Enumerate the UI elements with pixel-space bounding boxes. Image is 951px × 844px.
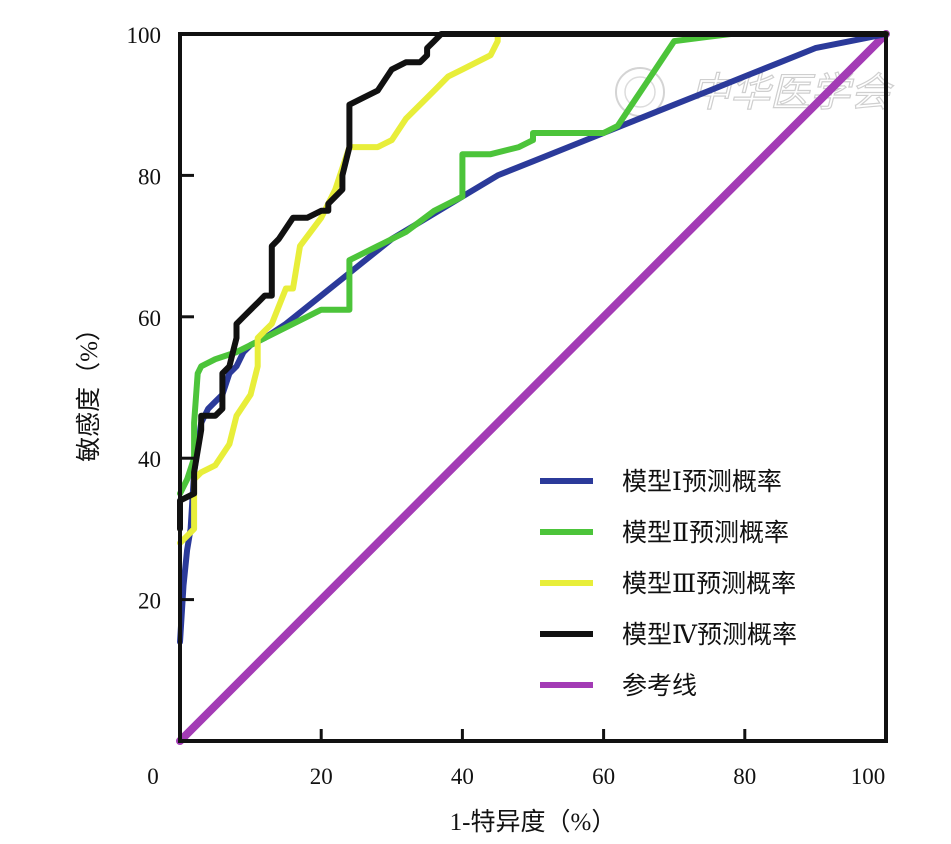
legend-label: 参考线 xyxy=(622,672,697,700)
y-tick-label: 20 xyxy=(138,589,161,614)
y-axis: 20 40 60 80 100 xyxy=(127,23,194,614)
y-tick-label: 80 xyxy=(138,164,161,189)
y-tick-label: 60 xyxy=(138,306,161,331)
x-axis-title: 1-特异度（%） xyxy=(450,808,617,836)
series-line-2 xyxy=(177,31,889,497)
x-axis: 0 20 40 60 80 100 xyxy=(147,729,885,789)
x-tick-label: 80 xyxy=(733,764,756,789)
y-tick-label: 40 xyxy=(138,447,161,472)
watermark-seal-inner xyxy=(624,76,656,108)
watermark-text: 中华医学会 xyxy=(690,70,894,115)
legend-label: 模型Ⅰ预测概率 xyxy=(622,468,782,496)
x-tick-label: 40 xyxy=(451,764,474,789)
y-tick-label: 100 xyxy=(127,23,162,48)
x-tick-label: 60 xyxy=(592,764,615,789)
legend-label: 模型Ⅱ预测概率 xyxy=(622,519,789,547)
y-axis-title: 敏感度（%） xyxy=(75,316,103,462)
series-line-4 xyxy=(177,31,889,532)
legend-label: 模型Ⅳ预测概率 xyxy=(622,621,797,649)
series-line-5 xyxy=(176,30,890,745)
plot-frame xyxy=(178,32,888,743)
x-tick-label: 100 xyxy=(851,764,886,789)
legend-label: 模型Ⅲ预测概率 xyxy=(622,570,796,598)
series-layer xyxy=(176,30,890,745)
series-line-1 xyxy=(177,31,889,645)
series-line-3 xyxy=(177,31,889,546)
watermark: 中华医学会 xyxy=(615,67,895,117)
x-tick-label: 20 xyxy=(310,764,333,789)
x-tick-label: 0 xyxy=(147,764,159,789)
